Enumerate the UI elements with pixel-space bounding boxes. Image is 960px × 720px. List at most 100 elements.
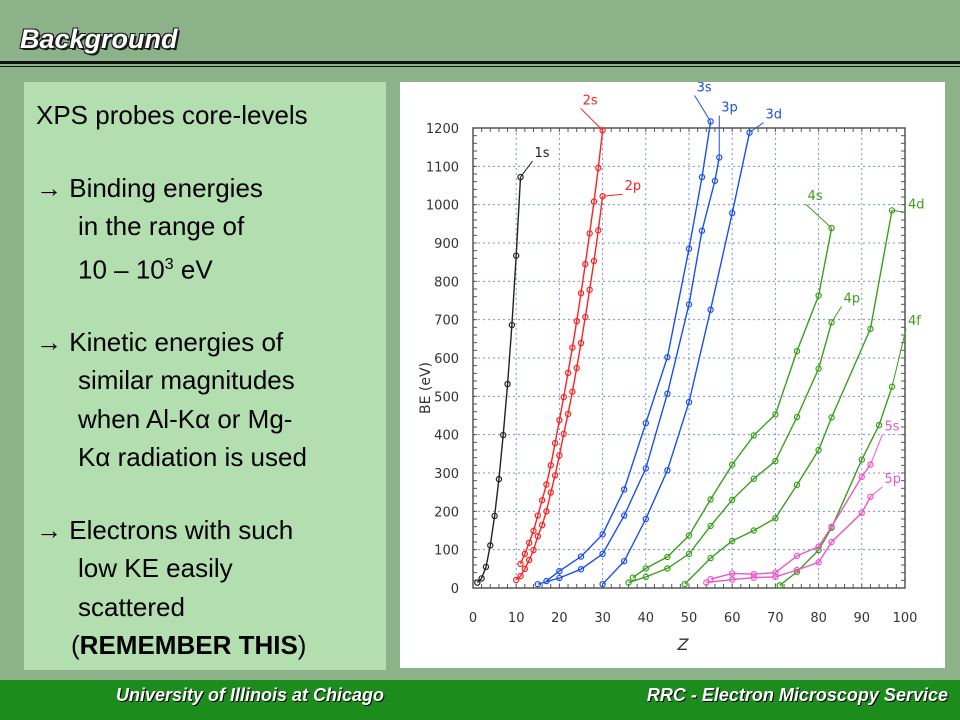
series-line-3p xyxy=(537,157,720,585)
data-point-4s xyxy=(685,532,693,539)
data-point-2p xyxy=(525,556,533,564)
data-point-2p xyxy=(512,576,520,584)
series-line-1s xyxy=(476,177,522,584)
data-point-4p xyxy=(772,457,779,465)
data-point-5s xyxy=(772,569,779,576)
x-tick-label: 100 xyxy=(893,611,918,626)
series-label-5p: 5p xyxy=(884,472,901,487)
data-point-3d xyxy=(685,398,693,406)
data-point-4f xyxy=(888,383,896,390)
data-point-4d xyxy=(815,446,822,454)
data-point-4s xyxy=(729,461,736,468)
bullet-xps-probes: XPS probes core-levels xyxy=(36,100,308,130)
data-point-2s xyxy=(573,317,580,325)
data-point-2s xyxy=(560,393,567,401)
bullet-kinetic-line4: Kα radiation is used xyxy=(78,442,307,473)
y-tick-label: 500 xyxy=(434,390,459,405)
data-point-2p xyxy=(534,533,541,540)
x-tick-label: 30 xyxy=(594,611,611,626)
data-point-4s xyxy=(793,347,801,355)
data-point-4f xyxy=(776,582,783,589)
data-point-5s xyxy=(815,543,822,550)
energy-range-exponent: 3 xyxy=(164,255,174,273)
series-line-2s xyxy=(519,130,604,565)
data-point-2p xyxy=(586,286,593,293)
series-label-leader-4f xyxy=(891,328,907,387)
x-tick-label: 90 xyxy=(854,611,871,626)
series-label-leader-5s xyxy=(869,434,883,465)
data-point-2p xyxy=(564,410,572,418)
y-tick-label: 400 xyxy=(434,429,459,444)
y-tick-label: 900 xyxy=(434,237,459,252)
data-point-2s xyxy=(577,290,585,297)
y-tick-label: 100 xyxy=(434,544,459,559)
series-label-3d: 3d xyxy=(765,108,782,123)
data-point-1s xyxy=(487,542,494,549)
bullet-binding-line3: 10 – 103 eV xyxy=(36,246,374,289)
series-label-leader-4d xyxy=(891,209,907,213)
data-point-5p xyxy=(815,559,822,566)
data-point-2s xyxy=(517,560,524,568)
x-tick-label: 70 xyxy=(767,611,784,626)
series-label-leader-2s xyxy=(580,107,603,131)
data-point-3d xyxy=(729,209,736,217)
data-point-3p xyxy=(556,574,563,582)
series-label-leader-5p xyxy=(870,486,883,498)
data-point-2p xyxy=(569,388,576,395)
x-tick-label: 0 xyxy=(469,611,477,626)
data-point-4s xyxy=(815,292,822,299)
data-point-4d xyxy=(707,554,714,562)
data-point-3d xyxy=(599,580,606,588)
series-label-4f: 4f xyxy=(908,314,921,329)
data-point-2s xyxy=(586,230,593,237)
data-point-2s xyxy=(595,164,602,172)
data-point-3p xyxy=(620,512,628,519)
data-point-4p xyxy=(828,319,835,326)
bullet-electrons-line4: (REMEMBER THIS) xyxy=(36,626,374,665)
series-line-4s xyxy=(632,227,833,579)
data-point-2p xyxy=(538,521,546,529)
data-point-4d xyxy=(793,481,801,489)
data-point-4p xyxy=(642,573,649,581)
series-label-3s: 3s xyxy=(697,82,712,95)
data-point-2s xyxy=(551,439,559,447)
data-point-3d xyxy=(620,557,628,565)
data-point-3p xyxy=(685,301,693,308)
series-line-5s xyxy=(710,464,871,580)
data-point-3p xyxy=(642,465,649,472)
data-point-3s xyxy=(664,354,671,361)
bullet-electrons-line1: → Electrons with such xyxy=(36,514,294,545)
data-point-2p xyxy=(517,572,524,580)
data-point-4d xyxy=(681,580,688,588)
data-point-4p xyxy=(815,365,822,372)
data-point-3p xyxy=(534,580,541,588)
title-rule-thick xyxy=(0,61,960,64)
data-point-2p xyxy=(582,313,589,321)
data-point-5s xyxy=(867,461,874,468)
y-tick-label: 1100 xyxy=(426,160,459,175)
x-axis-label: Z xyxy=(677,635,690,654)
bullet-binding-line1: → Binding energies xyxy=(36,172,263,203)
data-point-2s xyxy=(534,512,541,519)
data-point-2s xyxy=(569,344,576,351)
data-point-5p xyxy=(729,576,736,583)
data-point-4s xyxy=(828,224,835,232)
data-point-2p xyxy=(547,489,554,496)
data-point-4p xyxy=(750,475,757,482)
data-point-3s xyxy=(698,173,706,181)
bullet-binding-line2: in the range of xyxy=(78,211,245,241)
series-label-leader-1s xyxy=(520,160,533,178)
remember-open-paren: ( xyxy=(71,630,80,661)
data-point-2s xyxy=(538,497,546,504)
series-label-1s: 1s xyxy=(535,146,550,161)
data-point-4d xyxy=(750,527,757,534)
y-tick-label: 1000 xyxy=(426,199,459,214)
data-point-4f xyxy=(875,421,883,429)
data-point-2p xyxy=(530,546,537,554)
data-point-2s xyxy=(521,550,529,558)
series-label-leader-4s xyxy=(805,203,832,229)
spacer xyxy=(36,289,374,323)
data-point-5p xyxy=(828,538,835,546)
data-point-2s xyxy=(599,127,606,134)
data-point-1s xyxy=(517,173,524,181)
